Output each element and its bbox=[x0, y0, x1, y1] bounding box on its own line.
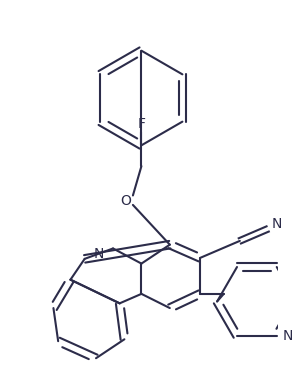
Text: O: O bbox=[120, 194, 131, 208]
Text: N: N bbox=[272, 217, 282, 231]
Text: N: N bbox=[283, 329, 292, 343]
Text: F: F bbox=[138, 118, 145, 131]
Text: N: N bbox=[94, 247, 104, 261]
